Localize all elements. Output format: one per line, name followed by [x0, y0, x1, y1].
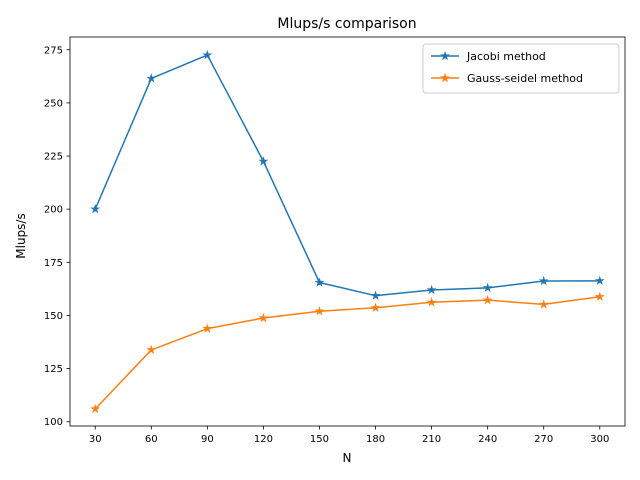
- x-tick-label: 300: [590, 434, 609, 445]
- y-axis-label: Mlups/s: [14, 213, 28, 258]
- legend-item: Gauss-seidel method: [431, 72, 583, 85]
- x-tick-label: 120: [254, 434, 273, 445]
- plot-frame: [69, 36, 626, 427]
- x-tick-label: 30: [89, 434, 102, 445]
- x-axis: 30 60 90 120 150 180 210 240 270 300: [89, 426, 609, 445]
- data-point: [258, 156, 269, 166]
- data-point: [202, 323, 213, 333]
- x-tick-label: 150: [310, 434, 329, 445]
- data-point: [90, 403, 101, 414]
- data-point: [594, 291, 605, 301]
- data-point: [538, 299, 549, 309]
- y-tick-label: 150: [44, 311, 63, 322]
- legend-box: [422, 43, 620, 94]
- x-tick-label: 60: [145, 434, 158, 445]
- data-point: [426, 297, 437, 307]
- legend-marker: [440, 50, 450, 61]
- data-point: [370, 290, 381, 300]
- y-tick-label: 200: [44, 205, 63, 216]
- data-point: [482, 282, 493, 293]
- x-tick-label: 90: [201, 434, 214, 445]
- x-tick-label: 270: [534, 434, 553, 445]
- series-1: [90, 49, 605, 300]
- data-point: [146, 344, 157, 355]
- data-point: [314, 277, 325, 287]
- data-point: [482, 294, 493, 305]
- x-tick-label: 180: [366, 434, 385, 445]
- chart-title: Mlups/s comparison: [277, 16, 416, 32]
- data-point: [538, 275, 549, 286]
- series-2: [90, 291, 605, 414]
- y-tick-label: 125: [44, 364, 63, 375]
- legend-label: Gauss-seidel method: [467, 72, 583, 85]
- y-tick-label: 275: [44, 45, 63, 56]
- y-tick-label: 175: [44, 258, 63, 269]
- data-point: [426, 284, 437, 295]
- series-line: [94, 296, 600, 410]
- data-point: [370, 302, 381, 312]
- data-point: [90, 204, 101, 214]
- y-tick-label: 100: [44, 417, 63, 428]
- legend-marker: [440, 72, 450, 83]
- y-tick-label: 250: [44, 98, 63, 109]
- legend: Jacobi method Gauss-seidel method: [422, 43, 620, 94]
- legend-item: Jacobi method: [431, 50, 546, 63]
- series-line: [94, 54, 600, 297]
- plot-area: [69, 36, 626, 427]
- data-point: [146, 73, 157, 83]
- data-point: [202, 49, 213, 60]
- x-tick-label: 240: [478, 434, 497, 445]
- x-axis-label: N: [343, 451, 352, 465]
- legend-label: Jacobi method: [466, 50, 546, 63]
- data-point: [594, 275, 605, 285]
- y-axis: 100 125 150 175 200 225 250 275: [44, 45, 70, 428]
- x-tick-label: 210: [422, 434, 441, 445]
- data-point: [258, 312, 269, 323]
- y-tick-label: 225: [44, 152, 63, 163]
- data-point: [314, 306, 325, 316]
